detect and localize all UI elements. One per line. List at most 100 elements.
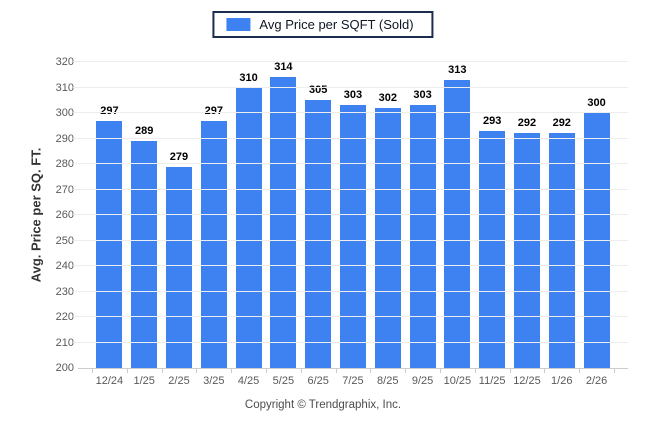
x-tick-label: 1/26: [551, 375, 573, 387]
bar-value-label: 293: [482, 114, 502, 127]
x-tick-label: 2/26: [585, 375, 608, 387]
x-tick-label: 7/25: [342, 375, 364, 387]
x-axis-tick: [92, 368, 93, 373]
x-axis-tick: [474, 368, 476, 373]
x-tick-label: 1/25: [133, 375, 155, 387]
x-axis-tick: [266, 368, 267, 373]
bar-column: 292 12/25: [510, 62, 545, 387]
bar-column: 302 8/25: [370, 62, 405, 387]
gridline: [73, 341, 628, 343]
plot-area: 297 12/24 289 1/25 279 2/25 297 3/25 310 4/25 314 5…: [73, 61, 628, 387]
bar-value-label: 292: [517, 117, 537, 130]
x-tick-label: 4/25: [237, 375, 260, 387]
bar-value-label: 314: [274, 61, 293, 74]
bar-value-label: 297: [204, 104, 223, 117]
gridline: [73, 86, 628, 88]
x-axis-tick: [370, 368, 372, 373]
x-axis-tick: [126, 368, 128, 373]
y-tick-label: 270: [55, 183, 74, 196]
y-tick-label: 320: [55, 56, 74, 68]
bar-value-label: 300: [587, 97, 606, 109]
bar: [479, 130, 506, 368]
bar: [235, 87, 262, 368]
x-axis-tick: [579, 368, 581, 373]
bar-value-label: 310: [239, 71, 258, 84]
bar-column: 297 3/25: [196, 62, 231, 387]
x-axis-tick: [161, 368, 163, 373]
x-axis-tick: [196, 368, 198, 373]
legend-label: Avg Price per SQFT (Sold): [259, 17, 414, 32]
gridline: [73, 239, 628, 241]
bar-column: 314 5/25: [266, 61, 301, 387]
x-tick-label: 3/25: [203, 375, 225, 387]
bar-value-label: 292: [552, 117, 571, 130]
bar: [548, 133, 575, 368]
x-axis-tick: [544, 368, 546, 373]
bar-column: 303 7/25: [336, 62, 371, 387]
bar: [374, 107, 401, 368]
bar-column: 310 4/25: [231, 62, 266, 387]
y-tick-label: 230: [55, 285, 74, 298]
x-axis-tick: [405, 368, 407, 373]
gridline: [73, 265, 628, 266]
bar-column: 313 10/25: [440, 62, 475, 387]
bar-value-label: 303: [343, 89, 363, 102]
y-axis-tick-labels: 200 210 220 230 240 250 260 270 280 290 300 310 320: [40, 56, 74, 374]
gridline: [73, 112, 628, 113]
bar-column: 292 1/26: [544, 62, 579, 387]
gridline: [73, 290, 628, 292]
bar: [409, 105, 436, 368]
copyright-text: Copyright © Trendgraphix, Inc.: [244, 399, 402, 411]
x-tick-label: 9/25: [411, 375, 434, 387]
bar: [200, 120, 227, 368]
y-tick-label: 250: [55, 234, 74, 247]
bar: [270, 77, 297, 368]
bar: [339, 105, 366, 368]
x-tick-label: 12/24: [95, 375, 124, 387]
gridline: [73, 214, 628, 215]
x-tick-label: 11/25: [478, 375, 506, 387]
x-axis-tick: [231, 368, 233, 373]
bar: [131, 141, 158, 368]
gridline: [73, 61, 628, 62]
bar-column: 289 1/25: [127, 62, 162, 387]
y-tick-label: 310: [55, 81, 74, 94]
bar-value-label: 297: [100, 104, 119, 117]
gridline: [73, 316, 628, 317]
bar: [305, 100, 332, 368]
bar: [96, 120, 123, 368]
bars-container: 297 12/24 289 1/25 279 2/25 297 3/25 310 4/25 314 5…: [92, 61, 614, 387]
gridline: [73, 137, 628, 139]
bar: [583, 113, 610, 368]
bar-column: 279 2/25: [162, 62, 197, 387]
y-tick-label: 300: [55, 107, 74, 119]
bar-value-label: 303: [413, 89, 432, 102]
y-tick-label: 210: [55, 336, 74, 349]
x-axis-tick: [614, 368, 615, 373]
bar-column: 305 6/25: [301, 62, 336, 387]
x-tick-label: 5/25: [272, 375, 295, 387]
x-axis-tick: [440, 368, 441, 373]
bar-value-label: 279: [169, 150, 189, 163]
bar: [513, 133, 540, 368]
bar-value-label: 302: [378, 91, 397, 104]
y-tick-label: 240: [55, 260, 74, 272]
bar-column: 300 2/26: [579, 62, 614, 387]
gridline: [73, 163, 628, 164]
x-tick-label: 2/25: [168, 375, 190, 387]
x-axis-tick: [335, 368, 337, 373]
bar: [165, 166, 192, 368]
y-tick-label: 260: [55, 209, 74, 221]
y-tick-label: 220: [55, 311, 74, 323]
bar-column: 293 11/25: [475, 62, 510, 387]
gridline: [73, 188, 628, 190]
x-axis-tick: [509, 368, 511, 373]
x-tick-label: 6/25: [307, 375, 329, 387]
bar-column: 303 9/25: [405, 62, 440, 387]
y-tick-label: 280: [55, 158, 74, 170]
legend-swatch-icon: [226, 18, 251, 31]
y-tick-label: 200: [55, 362, 74, 374]
bar: [444, 79, 471, 368]
x-axis-tick: [300, 368, 302, 373]
